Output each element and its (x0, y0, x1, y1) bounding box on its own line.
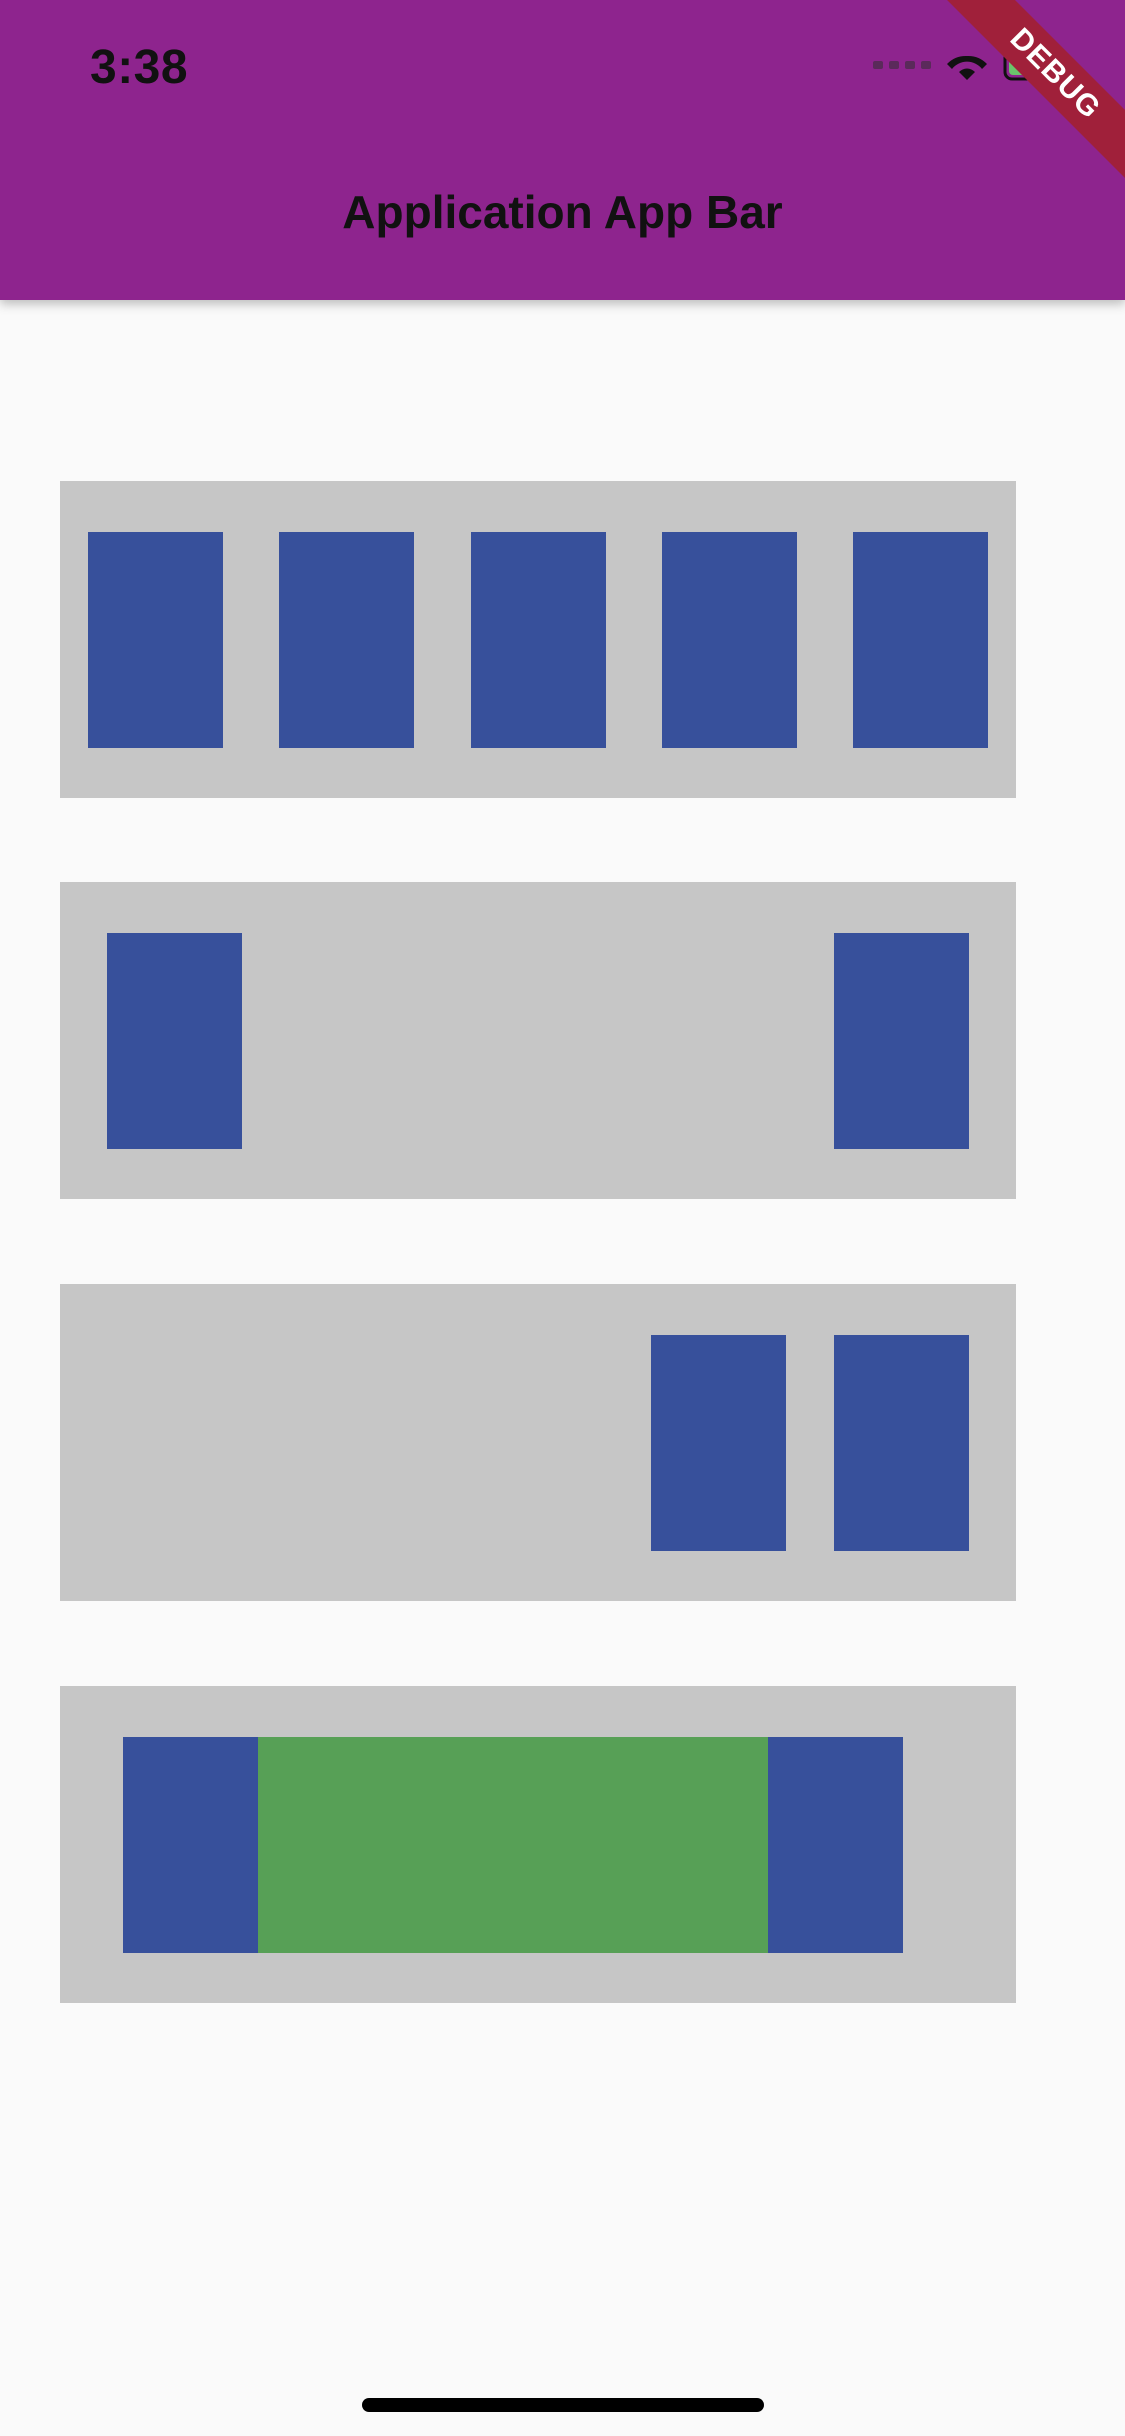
cellular-signal-icon (873, 61, 931, 69)
row-panel-space-evenly (60, 481, 1016, 798)
row-panel-space-between (60, 882, 1016, 1199)
blue-box (471, 532, 606, 748)
blue-box (123, 1737, 258, 1953)
blue-box (662, 532, 797, 748)
green-expanded-box (258, 1737, 768, 1953)
blue-box (768, 1737, 903, 1953)
app-bar: 3:38 Application App Bar (0, 0, 1125, 300)
home-indicator[interactable] (362, 2398, 764, 2412)
debug-banner: DEBUG (945, 0, 1125, 180)
blue-box (88, 532, 223, 748)
blue-box (834, 933, 969, 1149)
blue-box (279, 532, 414, 748)
debug-banner-label: DEBUG (946, 0, 1125, 180)
blue-box (651, 1335, 786, 1551)
row-panel-expanded (60, 1686, 1016, 2003)
blue-box (107, 933, 242, 1149)
blue-box (853, 532, 988, 748)
app-bar-title: Application App Bar (342, 186, 783, 238)
wifi-icon (945, 48, 989, 82)
blue-box (834, 1335, 969, 1551)
status-bar-time: 3:38 (90, 41, 189, 94)
row-panel-end (60, 1284, 1016, 1601)
